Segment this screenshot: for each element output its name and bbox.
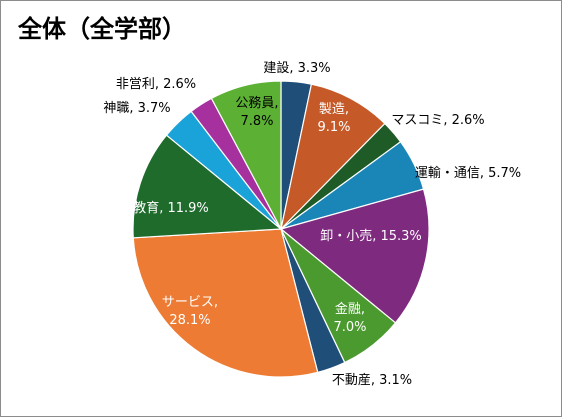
chart-title: 全体（全学部） xyxy=(18,15,186,43)
pie-slices xyxy=(132,80,430,378)
pie-labels: 建設, 3.3% 製造, 9.1% マスコミ, 2.6% 運輸・通信, 5.7% 卸・小売… xyxy=(103,60,521,388)
slice-label: 神職, 3.7% xyxy=(103,101,170,116)
slice-label: 金融, 7.0% xyxy=(333,301,366,335)
slice-label: マスコミ, 2.6% xyxy=(391,113,484,128)
slice-label: 運輸・通信, 5.7% xyxy=(415,166,521,181)
pie-slice xyxy=(279,188,430,324)
pie-slice xyxy=(210,80,282,230)
slice-label: 不動産, 3.1% xyxy=(332,372,412,388)
slice-label: 製造, 9.1% xyxy=(317,102,350,135)
pie-slice xyxy=(132,228,319,378)
slice-label: 建設, 3.3% xyxy=(263,60,330,76)
slice-label: 非営利, 2.6% xyxy=(116,77,196,92)
slice-label: 卸・小売, 15.3% xyxy=(320,228,422,244)
slice-label: 公務員, 7.8% xyxy=(235,96,278,129)
pie-slice xyxy=(132,134,283,239)
pie-slice xyxy=(279,83,386,231)
slice-label: 教育, 11.9% xyxy=(133,200,209,216)
slice-label: サービス, 28.1% xyxy=(162,295,218,328)
